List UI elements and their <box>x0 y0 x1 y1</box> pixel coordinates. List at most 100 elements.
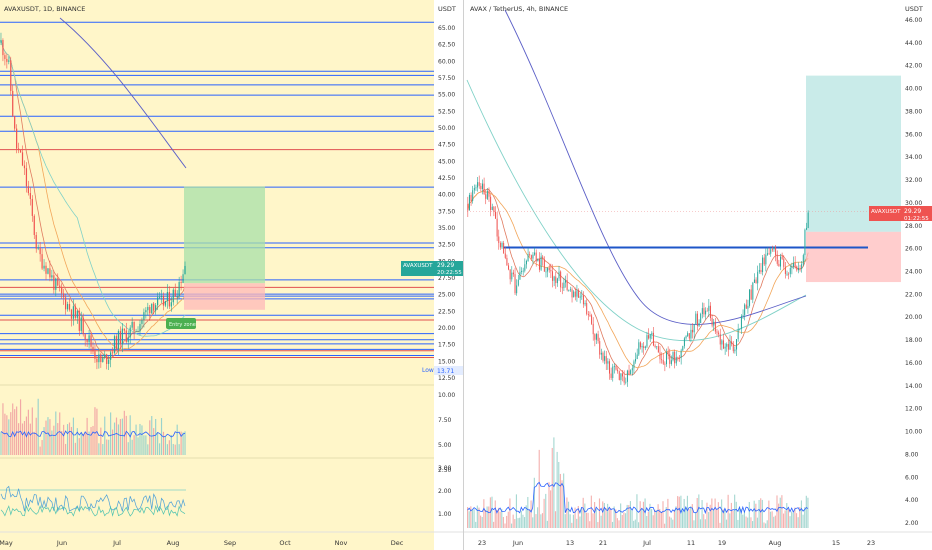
left-profit-zone <box>184 186 265 284</box>
right-candle-body <box>582 295 584 305</box>
right-candle-body <box>607 361 609 364</box>
left-position-tool[interactable] <box>184 186 265 310</box>
right-candle-body <box>553 276 555 281</box>
left-price-tick: 15.00 <box>438 358 455 365</box>
right-candle-body <box>576 290 578 297</box>
right-price-tick: 20.00 <box>905 314 922 321</box>
left-volume-bar <box>35 417 37 455</box>
right-candle-body <box>757 271 759 284</box>
right-volume-bar <box>665 507 667 528</box>
right-candle-body <box>594 334 596 340</box>
right-volume-bar <box>740 508 742 528</box>
right-volume-bar <box>703 514 705 528</box>
right-candle-body <box>506 257 508 266</box>
left-badge-value: 29.29 <box>437 262 454 269</box>
left-candle-body <box>182 274 184 284</box>
right-candle-body <box>483 183 485 195</box>
right-candle-body <box>648 335 650 339</box>
right-price-tick: 8.00 <box>905 451 919 458</box>
right-candle-body <box>508 265 510 270</box>
right-volume-bar <box>802 514 804 528</box>
left-candle-body <box>166 292 169 302</box>
right-price-tick: 16.00 <box>905 360 922 367</box>
right-time-tick: 11 <box>687 539 695 547</box>
right-volume-bar <box>763 522 765 528</box>
right-price-tick: 18.00 <box>905 337 922 344</box>
right-candle-body <box>516 285 518 294</box>
right-volume-bar <box>476 505 478 528</box>
right-candle-body <box>560 271 562 288</box>
right-candle-body <box>779 256 782 267</box>
left-candle-body <box>61 286 63 294</box>
right-candle-body <box>703 308 705 315</box>
right-candle-body <box>534 252 536 255</box>
right-candle-body <box>584 302 586 305</box>
right-volume-bar <box>719 522 721 528</box>
right-candle-body <box>680 350 682 358</box>
right-volume-bar <box>782 513 785 528</box>
right-volume-bar <box>623 512 625 528</box>
right-volume-bar <box>594 502 596 528</box>
left-green-tag-text: Entry zone <box>169 322 196 328</box>
right-price-tick: 14.00 <box>905 383 922 390</box>
right-volume-bar <box>773 516 775 528</box>
left-candle-body <box>178 282 180 297</box>
right-candle-body <box>793 262 795 267</box>
right-candle-body <box>488 190 490 197</box>
right-volume-bar <box>794 507 796 528</box>
right-volume-bar <box>706 502 708 528</box>
left-price-tick: 40.00 <box>438 192 455 199</box>
right-candle-body <box>578 290 580 298</box>
left-price-tick: 47.50 <box>438 142 455 149</box>
right-volume-bar <box>540 514 542 528</box>
right-candle-body <box>698 322 700 326</box>
left-candle-body <box>41 254 43 269</box>
left-candle-body <box>180 282 182 284</box>
right-volume-bar <box>550 490 552 528</box>
right-volume-bar <box>729 513 731 528</box>
left-low-value: 13.71 <box>437 368 454 375</box>
right-candle-body <box>729 341 731 350</box>
left-candle-body <box>33 215 35 236</box>
left-volume-bar <box>49 419 51 455</box>
left-volume-bar <box>53 425 55 455</box>
right-candle-body <box>573 291 575 298</box>
left-volume-bar <box>12 403 14 455</box>
left-volume-bar <box>84 432 86 455</box>
left-time-tick: May <box>0 539 13 547</box>
right-price-tick: 44.00 <box>905 40 922 47</box>
left-volume-bar <box>123 410 125 455</box>
left-price-tick: 60.00 <box>438 58 455 65</box>
right-candle-body <box>529 254 531 256</box>
left-candle-body <box>170 302 172 307</box>
left-volume-bar <box>61 430 63 455</box>
right-candle-body <box>731 341 733 345</box>
right-position-tool[interactable] <box>467 75 901 283</box>
left-candle-body <box>74 306 76 318</box>
right-candle-body <box>659 352 661 360</box>
right-volume-bar <box>584 503 586 528</box>
right-price-tick: 26.00 <box>905 246 922 253</box>
right-candle-body <box>701 308 703 314</box>
right-volume-bar <box>804 507 806 528</box>
right-volume-bar <box>538 449 540 528</box>
left-candle-body <box>108 359 110 364</box>
right-candle-body <box>682 346 684 351</box>
right-volume-bar <box>554 511 557 528</box>
right-ma-fast <box>467 188 809 376</box>
right-candle-body <box>763 257 765 265</box>
right-volume-bar <box>571 522 573 528</box>
right-volume-bar <box>673 510 675 528</box>
left-volume-bar <box>86 417 88 455</box>
right-time-tick: Aug <box>769 539 782 547</box>
right-time-tick: 13 <box>566 539 574 547</box>
right-volume-bar <box>543 498 545 528</box>
right-candle-body <box>620 373 622 380</box>
left-volume-bar <box>149 420 151 455</box>
right-price-tick: 36.00 <box>905 131 922 138</box>
right-candle-body <box>788 273 790 275</box>
right-candle-body <box>740 315 742 329</box>
right-candle-body <box>543 259 545 272</box>
left-candle-body <box>82 317 84 335</box>
